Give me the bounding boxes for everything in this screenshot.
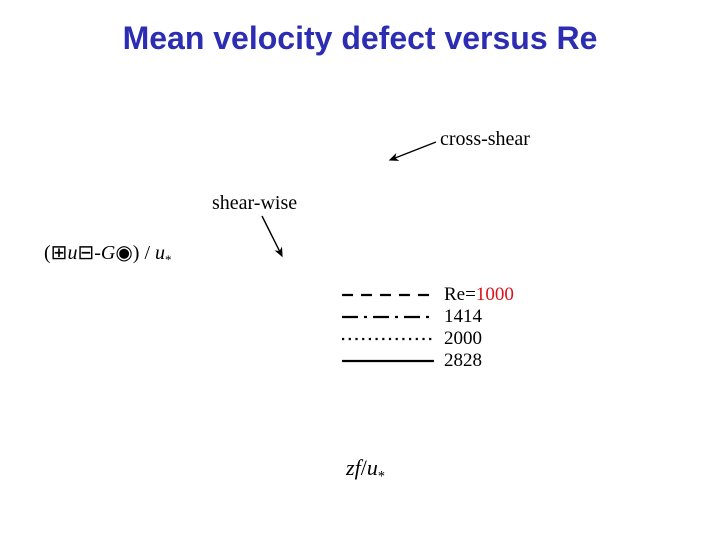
ylabel-openbox: ⊞ [51,242,68,264]
xlabel-z: z [346,455,355,480]
ylabel-open: ( [44,242,51,264]
arrow-cross-shear [390,142,436,160]
ylabel-G: G [101,242,115,264]
legend-line-swatch [342,284,434,306]
legend-row: Re=1000 [342,284,514,306]
ylabel-star: * [165,252,172,267]
legend-label: 1414 [444,306,482,328]
ylabel-u: u [67,242,77,264]
legend-line-swatch [342,328,434,350]
legend-line-swatch [342,306,434,328]
legend-row: 2000 [342,328,514,350]
legend-label: 2000 [444,328,482,350]
ylabel-closebox: ⊟ [77,242,94,264]
ylabel-disc: ◉ [115,242,132,264]
ylabel-u2: u [155,242,165,264]
legend-line-swatch [342,350,434,372]
legend-row: 2828 [342,350,514,372]
y-axis-label: (⊞u⊟-G◉) / u* [44,240,172,265]
ylabel-slash: / [144,242,155,264]
slide-root: Mean velocity defect versus Re cross-she… [0,0,720,540]
legend-label: Re=1000 [444,284,514,306]
xlabel-u: u [367,455,378,480]
legend-row: 1414 [342,306,514,328]
legend: Re=1000141420002828 [342,284,514,372]
legend-label: 2828 [444,350,482,372]
arrow-shear-wise [262,216,282,256]
x-axis-label: zf/u* [346,455,385,481]
xlabel-star: * [378,468,385,484]
ylabel-minus: - [94,242,101,264]
